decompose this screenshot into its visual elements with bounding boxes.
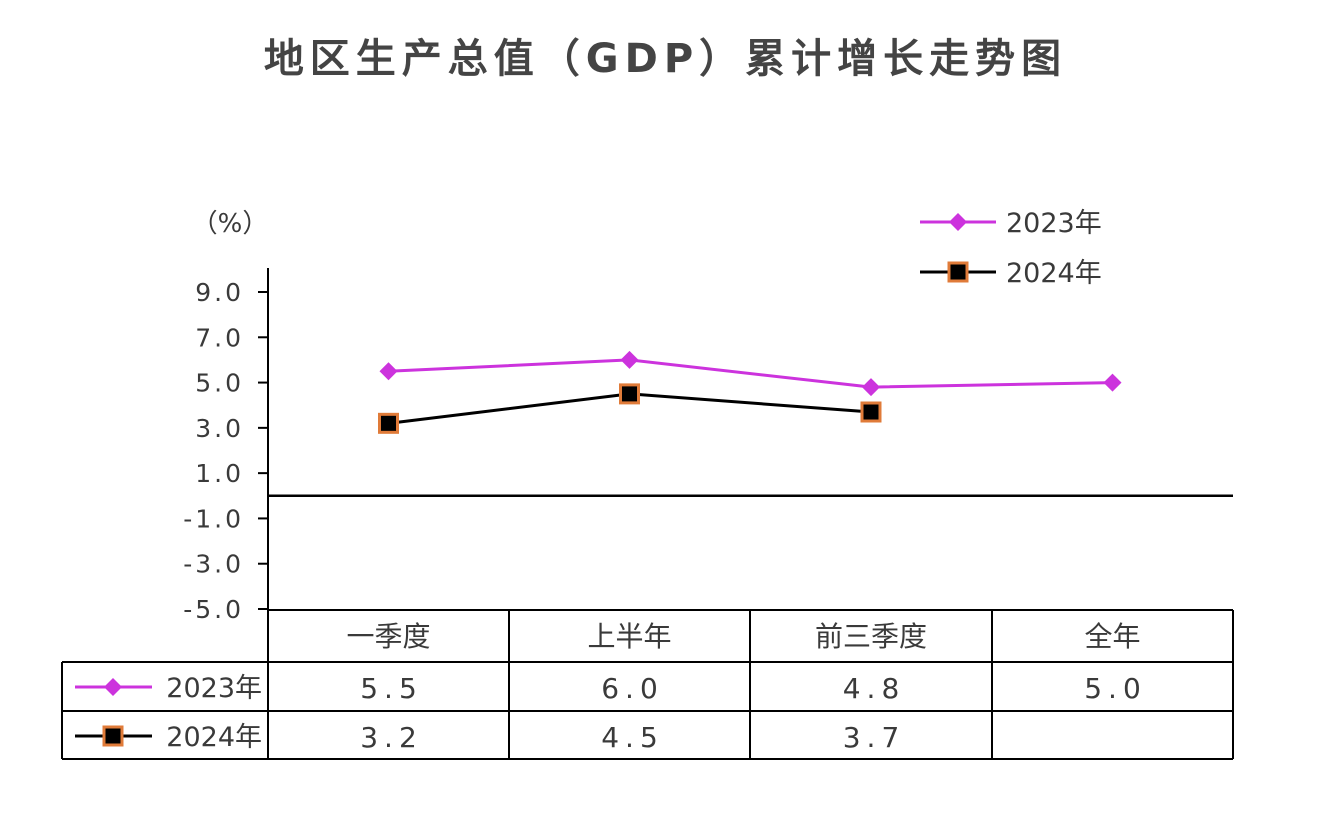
y-tick-label: -3.0 — [183, 550, 244, 579]
y-tick-label: 7.0 — [195, 323, 244, 352]
y-tick-label: 3.0 — [195, 414, 244, 443]
series-2023-value-label: 4.8 — [843, 672, 906, 705]
series-2024-table-key-marker — [102, 725, 124, 747]
y-tick-label: -5.0 — [183, 595, 244, 624]
y-tick-label: -1.0 — [183, 504, 244, 533]
category-label: 前三季度 — [815, 620, 927, 653]
series-2024-legend-label: 2024年 — [1006, 258, 1102, 289]
series-2024-value-label: 4.5 — [601, 721, 664, 754]
category-label: 一季度 — [346, 620, 430, 653]
series-2023-point — [620, 350, 639, 369]
series-2024-value-label: 3.7 — [843, 721, 906, 754]
y-tick-label: 1.0 — [195, 459, 244, 488]
y-unit-label: （%） — [192, 209, 269, 239]
series-2023-point — [379, 362, 398, 381]
series-2023-value-label: 6.0 — [601, 672, 664, 705]
series-2024-point — [619, 383, 640, 405]
series-2023-point — [862, 378, 880, 397]
chart-title: 地区生产总值（GDP）累计增长走势图 — [263, 36, 1068, 82]
series-2024-point — [378, 412, 399, 434]
series-2023-legend-label: 2023年 — [1006, 208, 1102, 239]
y-tick-label: 5.0 — [195, 369, 244, 398]
category-label: 上半年 — [587, 620, 671, 653]
series-2024-point — [860, 401, 882, 423]
category-label: 全年 — [1084, 620, 1140, 653]
series-2023-value-label: 5.0 — [1084, 672, 1147, 705]
series-2024-table-label: 2024年 — [166, 722, 262, 753]
series-2023-table-label: 2023年 — [166, 673, 262, 704]
series-2024-legend-marker — [947, 261, 969, 283]
series-2023-value-label: 5.5 — [360, 672, 423, 705]
series-2023-line — [388, 358, 1113, 389]
series-2024-value-label: 3.2 — [360, 721, 423, 754]
y-tick-label: 9.0 — [195, 278, 244, 307]
series-2023-point — [1103, 373, 1122, 392]
series-2023-legend-marker — [949, 213, 967, 231]
series-2023-table-key-marker — [104, 678, 122, 696]
